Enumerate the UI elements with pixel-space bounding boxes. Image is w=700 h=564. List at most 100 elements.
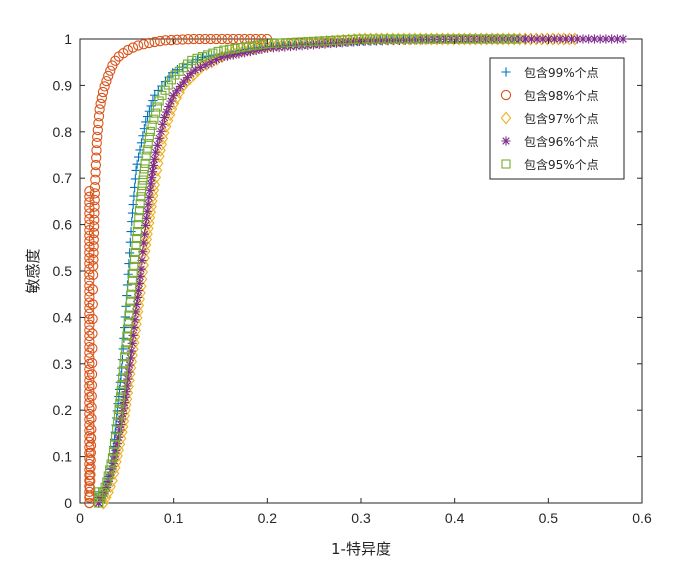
data-point — [84, 302, 95, 314]
legend-marker — [501, 67, 511, 77]
data-point — [337, 35, 347, 45]
data-point — [432, 34, 442, 44]
data-point — [455, 34, 465, 44]
data-point — [125, 360, 135, 370]
data-point — [427, 34, 437, 44]
data-point — [119, 359, 129, 369]
data-point — [365, 34, 375, 44]
data-point — [182, 73, 192, 83]
data-point — [151, 147, 161, 157]
data-point — [154, 149, 165, 163]
data-point — [175, 81, 185, 92]
data-point — [387, 34, 397, 44]
data-point — [359, 34, 369, 44]
legend-marker — [501, 136, 511, 146]
data-point — [121, 338, 131, 348]
data-point — [133, 40, 144, 51]
data-point — [130, 247, 140, 257]
data-point — [137, 186, 147, 196]
data-point — [84, 442, 95, 453]
data-point — [84, 458, 95, 470]
data-point — [84, 347, 95, 358]
y-tick-label: 0.9 — [53, 77, 73, 93]
data-point — [211, 54, 222, 65]
data-point — [84, 325, 95, 336]
data-point — [618, 34, 628, 44]
data-point — [107, 453, 117, 463]
data-point — [171, 34, 183, 45]
data-point — [480, 34, 491, 44]
data-point — [91, 152, 102, 163]
data-point — [84, 425, 95, 436]
data-point — [84, 392, 95, 403]
data-point — [186, 68, 196, 78]
data-point — [84, 275, 95, 286]
data-point — [103, 70, 114, 82]
data-point — [505, 34, 515, 44]
data-point — [494, 34, 504, 44]
data-point — [84, 258, 95, 269]
data-point — [124, 310, 134, 320]
data-point — [188, 33, 199, 45]
data-point — [125, 248, 135, 258]
data-point — [84, 475, 95, 486]
data-point — [96, 92, 107, 104]
legend-entry: 包含97%个点 — [524, 111, 599, 126]
data-point — [105, 470, 115, 480]
data-point — [84, 252, 95, 264]
y-axis-label: 敏感度 — [24, 248, 42, 293]
data-point — [211, 33, 222, 45]
x-tick-label: 0.6 — [632, 510, 652, 526]
data-point — [162, 107, 172, 117]
data-point — [122, 381, 132, 391]
data-point — [84, 213, 95, 225]
data-point — [109, 439, 120, 449]
data-point — [241, 42, 251, 52]
data-point — [166, 96, 176, 106]
data-point — [84, 386, 95, 397]
y-tick-label: 0.1 — [53, 449, 73, 465]
data-point — [132, 299, 142, 310]
data-point — [84, 236, 95, 247]
data-point — [404, 34, 414, 44]
data-point — [102, 482, 112, 493]
data-point — [435, 34, 445, 44]
data-point — [203, 50, 213, 60]
data-point — [147, 173, 157, 183]
data-point — [148, 160, 159, 171]
data-point — [157, 90, 167, 101]
data-point — [354, 34, 364, 44]
data-point — [105, 65, 116, 76]
data-point — [213, 46, 223, 56]
data-point — [219, 45, 229, 55]
data-point — [84, 353, 95, 364]
data-point — [132, 227, 142, 237]
data-point — [91, 137, 102, 149]
data-point — [84, 230, 95, 241]
data-point — [132, 311, 143, 325]
data-point — [128, 330, 138, 341]
data-point — [281, 38, 291, 48]
data-point — [201, 60, 211, 70]
data-point — [154, 35, 166, 47]
data-point — [382, 34, 392, 44]
data-point — [139, 244, 151, 258]
data-point — [601, 34, 611, 44]
data-point — [84, 408, 95, 420]
data-point — [149, 114, 159, 124]
data-point — [125, 353, 136, 363]
data-point — [578, 34, 588, 44]
data-point — [132, 159, 142, 169]
data-point — [251, 45, 261, 56]
data-point — [130, 174, 140, 184]
data-point — [122, 44, 134, 56]
data-point — [118, 373, 128, 383]
data-point — [84, 414, 95, 425]
data-point — [240, 48, 250, 58]
data-point — [249, 41, 261, 55]
data-point — [139, 238, 149, 248]
data-point — [141, 151, 151, 161]
data-point — [84, 314, 95, 325]
data-point — [115, 377, 125, 387]
data-point — [566, 34, 577, 44]
